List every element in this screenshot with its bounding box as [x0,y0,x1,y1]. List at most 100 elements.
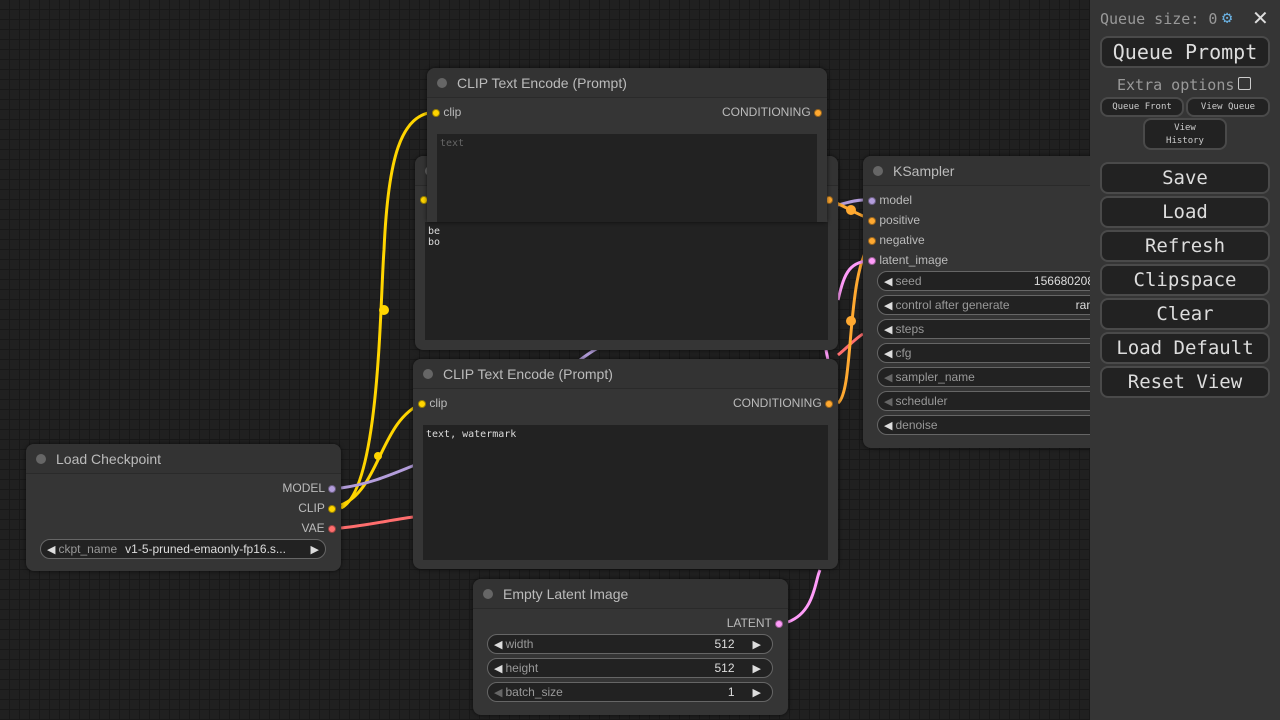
input-slot-positive[interactable]: positive [868,212,920,228]
output-slot-conditioning[interactable]: CONDITIONING [722,104,822,120]
button-label: History [1166,135,1204,146]
decrement-arrow-icon[interactable]: ◀ [884,323,893,336]
widget-label: scheduler [895,394,948,408]
node-title-text: CLIP Text Encode (Prompt) [443,365,613,382]
node-title[interactable]: Empty Latent Image [473,579,788,609]
widget-steps[interactable]: ◀ steps [877,319,1117,339]
extra-options-checkbox[interactable] [1238,77,1251,90]
widget-value: 512 [714,661,735,675]
wire-midpoint [846,205,856,215]
button-label: View [1174,122,1196,133]
widget-batch-size[interactable]: ◀ batch_size 1 ▶ [487,682,773,702]
input-slot-model[interactable]: model [868,192,912,208]
widget-width[interactable]: ◀ width 512 ▶ [487,634,773,654]
collapse-dot[interactable] [483,589,493,599]
prompt-textarea[interactable]: be bo [425,222,828,340]
textarea-value: text, watermark [426,429,517,440]
view-queue-button[interactable]: View Queue [1186,97,1270,117]
slot-label: negative [879,233,925,247]
clear-button[interactable]: Clear [1100,298,1270,330]
load-button[interactable]: Load [1100,196,1270,228]
decrement-arrow-icon[interactable]: ◀ [494,662,503,675]
widget-cfg[interactable]: ◀ cfg [877,343,1117,363]
node-title-text: CLIP Text Encode (Prompt) [457,74,627,91]
node-title[interactable]: CLIP Text Encode (Prompt) [427,68,827,98]
gear-icon[interactable]: ⚙ [1222,8,1233,28]
output-slot-clip[interactable]: CLIP [298,500,336,516]
collapse-dot[interactable] [423,369,433,379]
clipspace-button[interactable]: Clipspace [1100,264,1270,296]
node-title[interactable]: CLIP Text Encode (Prompt) [413,359,838,389]
widget-denoise[interactable]: ◀ denoise [877,415,1117,435]
decrement-arrow-icon[interactable]: ◀ [884,371,893,384]
collapse-dot[interactable] [437,78,447,88]
refresh-button[interactable]: Refresh [1100,230,1270,262]
widget-label: batch_size [505,685,563,699]
input-slot-clip[interactable]: clip [432,104,461,120]
widget-sampler-name[interactable]: ◀ sampler_name [877,367,1117,387]
widget-value: 156680208 [1033,274,1094,288]
increment-arrow-icon[interactable]: ▶ [752,638,761,651]
view-history-button[interactable]: View History [1143,118,1227,150]
prompt-textarea[interactable]: text [437,134,817,222]
slot-label: VAE [301,521,325,535]
node-title[interactable]: Load Checkpoint [26,444,341,474]
queue-prompt-button[interactable]: Queue Prompt [1100,36,1270,68]
load-default-button[interactable]: Load Default [1100,332,1270,364]
input-slot-negative[interactable]: negative [868,232,925,248]
wire-model [340,463,416,490]
increment-arrow-icon[interactable]: ▶ [752,662,761,675]
output-slot-latent[interactable]: LATENT [727,615,783,631]
widget-label: steps [895,322,925,336]
node-empty-latent-image[interactable]: Empty Latent Image LATENT ◀ width 512 ▶ ◀ he… [473,579,788,715]
input-slot-clip[interactable]: clip [418,395,447,411]
node-clip-text-encode-negative[interactable]: CLIP Text Encode (Prompt) clip CONDITION… [413,359,838,569]
decrement-arrow-icon[interactable]: ◀ [884,299,893,312]
decrement-arrow-icon[interactable]: ◀ [884,275,893,288]
wire-clip-neg [340,401,424,507]
collapse-dot[interactable] [873,166,883,176]
widget-height[interactable]: ◀ height 512 ▶ [487,658,773,678]
input-slot-latent-image[interactable]: latent_image [868,252,948,268]
widget-label: height [505,661,539,675]
next-arrow-icon[interactable]: ▶ [310,543,319,556]
close-icon[interactable]: ✕ [1252,6,1269,30]
slot-label: CONDITIONING [732,396,822,410]
slot-label: model [879,193,913,207]
decrement-arrow-icon[interactable]: ◀ [494,638,503,651]
widget-value: 1 [727,685,735,699]
node-title[interactable]: KSampler [863,156,1123,186]
widget-scheduler[interactable]: ◀ scheduler [877,391,1117,411]
widget-ckpt-name[interactable]: ◀ ckpt_name v1-5-pruned-emaonly-fp16.s... ▶ [40,539,326,559]
wire-vae [340,515,414,530]
wire-model-3 [837,198,864,207]
slot-label: clip [443,105,462,119]
wire-vae-2 [837,332,864,357]
graph-canvas[interactable]: be bo CLIP Text Encode (Prompt) clip CON… [0,0,1123,720]
node-load-checkpoint[interactable]: Load Checkpoint MODEL CLIP VAE ◀ ckpt_nam… [26,444,341,571]
node-ksampler[interactable]: KSampler model positive negative latent_… [863,156,1123,448]
widget-label: ckpt_name [58,542,118,556]
widget-label: seed [895,274,922,288]
node-clip-text-encode-top[interactable]: CLIP Text Encode (Prompt) clip CONDITION… [427,68,827,222]
decrement-arrow-icon[interactable]: ◀ [884,347,893,360]
collapse-dot[interactable] [36,454,46,464]
reset-view-button[interactable]: Reset View [1100,366,1270,398]
decrement-arrow-icon[interactable]: ◀ [884,395,893,408]
widget-value: ran [1075,298,1093,312]
widget-control-after-generate[interactable]: ◀ control after generate ran [877,295,1117,315]
slot-label: MODEL [282,481,325,495]
widget-label: width [505,637,534,651]
widget-seed[interactable]: ◀ seed 156680208 [877,271,1117,291]
output-slot-conditioning[interactable]: CONDITIONING [733,395,833,411]
prev-arrow-icon[interactable]: ◀ [47,543,56,556]
increment-arrow-icon[interactable]: ▶ [752,686,761,699]
prompt-textarea[interactable]: text, watermark [423,425,828,560]
save-button[interactable]: Save [1100,162,1270,194]
decrement-arrow-icon[interactable]: ◀ [494,686,503,699]
slot-label: latent_image [879,253,949,267]
output-slot-vae[interactable]: VAE [302,520,336,536]
output-slot-model[interactable]: MODEL [282,480,336,496]
queue-front-button[interactable]: Queue Front [1100,97,1184,117]
decrement-arrow-icon[interactable]: ◀ [884,419,893,432]
